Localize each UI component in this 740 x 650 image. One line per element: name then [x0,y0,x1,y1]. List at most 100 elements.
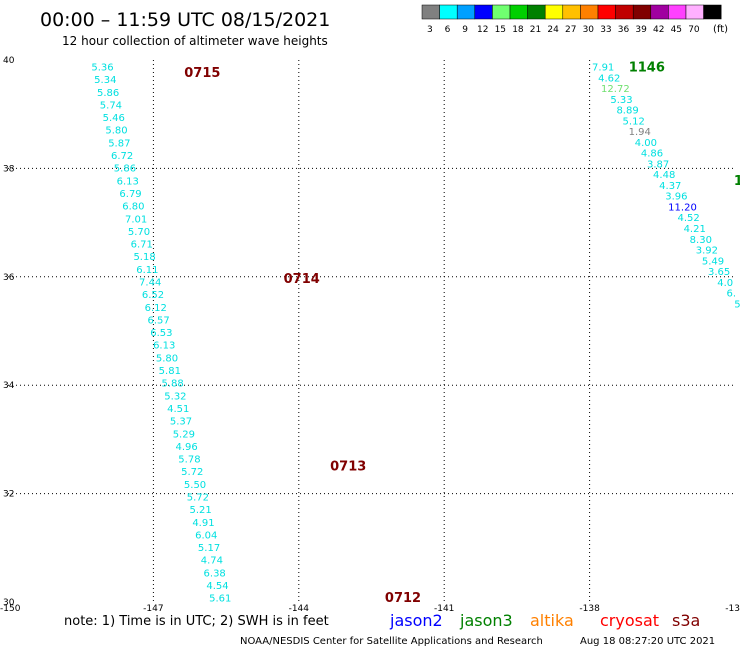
lat-tick-label: 34 [3,381,15,391]
legend-swatch [509,4,528,20]
wave-height-value: 11.20 [668,202,697,213]
wave-height-value: 1.94 [629,127,651,138]
legend-swatch [685,4,704,20]
legend-tick-label: 33 [600,25,611,35]
satellite-name: altika [530,611,574,630]
wave-height-value: 6.72 [111,151,133,162]
wave-height-value: 5.81 [159,366,181,377]
wave-height-value: 5.49 [702,256,724,267]
pass-time-labels: 0715 0714 0713 0712 1146 1147 [184,61,740,607]
wave-height-value: 4.96 [176,442,198,453]
footer-credit: NOAA/NESDIS Center for Satellite Applica… [240,636,543,647]
satellite-name: jason2 [389,611,443,630]
wave-height-value: 5.87 [108,138,130,149]
wave-height-value: 5.74 [100,100,122,111]
legend-swatch [474,4,493,20]
wave-height-value: 5.36 [91,63,113,74]
latitude-labels: 40 38 36 34 32 30 [3,56,15,608]
legend-swatch [492,4,511,20]
wave-height-value: 4.86 [641,149,663,160]
wave-height-value: 6.13 [153,341,175,352]
wave-height-value: 4.0 [717,278,733,289]
wave-height-value: 5 [734,299,740,310]
legend-swatch [597,4,616,20]
wave-height-value: 6. [727,289,737,300]
wave-height-value: 4.51 [167,404,189,415]
legend-swatch [615,4,634,20]
legend-tick-label: 27 [565,25,576,35]
wave-height-value: 3.96 [665,192,687,203]
map-subtitle: 12 hour collection of altimeter wave hei… [62,34,328,48]
wave-height-value: 5.80 [105,126,127,137]
wave-height-value: 5.86 [97,88,119,99]
wave-height-value: 6.04 [195,530,217,541]
wave-height-value: 4.21 [684,224,706,235]
lon-tick-label: -150 [0,604,21,614]
wave-height-value: 6.53 [150,328,172,339]
map-title: 00:00 – 11:59 UTC 08/15/2021 [40,9,330,31]
legend-swatch [703,4,722,20]
wave-height-value: 5.70 [128,227,150,238]
lon-tick-label: -144 [289,604,310,614]
satellite-legend: jason2 jason3 altika cryosat s3a [389,611,700,630]
legend-tick-label: 6 [445,25,451,35]
wave-height-value: 5.18 [133,252,155,263]
legend-tick-label: 3 [427,25,433,35]
wave-height-value: 5.34 [94,75,116,86]
legend-tick-label: 21 [530,25,541,35]
wave-height-value: 5.46 [103,113,125,124]
wave-height-value: 6.12 [145,303,167,314]
wave-height-value: 5.32 [164,391,186,402]
legend-swatch [562,4,581,20]
wave-height-value: 4.54 [206,581,228,592]
legend-swatch [527,4,546,20]
legend-swatch [580,4,599,20]
wave-height-value: 4.37 [659,181,681,192]
wave-height-value: 5.72 [187,492,209,503]
wave-height-value: 4.91 [192,518,214,529]
wave-height-value: 4.62 [598,73,620,84]
wave-height-value: 6.38 [204,568,226,579]
pass-time-label: 0714 [284,272,320,287]
wave-height-value: 4.74 [201,556,223,567]
lat-tick-label: 36 [3,273,15,283]
legend-tick-label: 30 [583,25,595,35]
wave-height-value: 5.72 [181,467,203,478]
legend-swatch [632,4,652,20]
satellite-name: s3a [672,611,700,630]
legend-tick-label: 24 [547,25,559,35]
wave-height-value: 5.17 [198,543,220,554]
legend-tick-label: 45 [671,25,682,35]
legend-swatch [456,4,476,20]
wave-height-value: 4.52 [677,213,699,224]
wave-height-value: 7.44 [139,277,161,288]
legend-tick-label: 18 [512,25,524,35]
legend-tick-label: 15 [495,25,506,35]
legend-swatch [668,4,687,20]
color-scale-unit: (ft) [713,24,728,35]
satellite-name: jason3 [459,611,513,630]
legend-tick-label: 39 [635,25,647,35]
footer-timestamp: Aug 18 08:27:20 UTC 2021 [580,636,715,647]
wave-height-value: 8.30 [690,235,712,246]
lat-tick-label: 40 [3,56,15,66]
wave-height-value: 6.79 [119,189,141,200]
wave-height-value: 5.80 [156,353,178,364]
pass-time-label: 0713 [330,459,366,474]
color-scale-legend: 3 6 9 12 15 18 21 24 27 30 33 36 39 42 45 70 [421,4,722,35]
wave-height-value: 5.86 [114,164,136,175]
wave-height-value: 4.00 [635,138,657,149]
legend-tick-label: 9 [462,25,468,35]
wave-height-value: 7.91 [592,63,614,74]
legend-tick-label: 70 [688,25,700,35]
wave-height-value: 5.78 [178,455,200,466]
wave-height-value: 3.87 [647,159,669,170]
wave-height-value: 5.29 [173,429,195,440]
wave-height-value: 4.48 [653,170,675,181]
wave-height-value: 6.80 [122,202,144,213]
longitude-labels: -150 -147 -144 -141 -138 -13 [0,604,740,614]
legend-swatch [439,4,458,20]
wave-height-value: 5.21 [190,505,212,516]
legend-swatch [544,4,564,20]
